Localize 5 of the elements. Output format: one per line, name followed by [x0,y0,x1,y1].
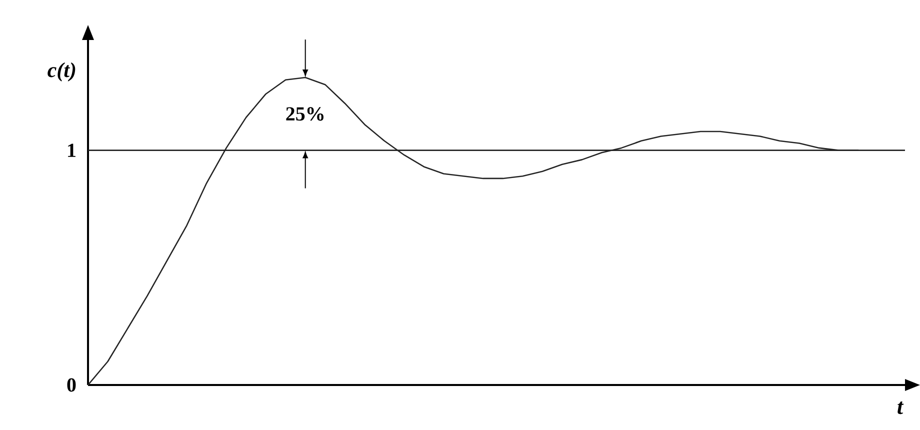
annotation: 25% [286,107,324,121]
y-axis-title: c(t) [48,62,76,82]
x-axis-title: t [898,402,904,414]
y-tick-label: 0 [67,378,76,392]
y-tick-label: 1 [68,144,76,157]
